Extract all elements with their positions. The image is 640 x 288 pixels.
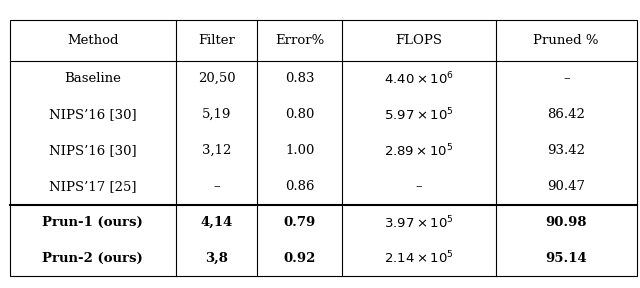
Text: 0.92: 0.92	[284, 252, 316, 265]
Text: Filter: Filter	[198, 34, 235, 47]
Text: 95.14: 95.14	[545, 252, 587, 265]
Text: 1.00: 1.00	[285, 144, 314, 157]
Text: 4,14: 4,14	[200, 216, 233, 229]
Text: 86.42: 86.42	[547, 108, 585, 121]
Text: 0.79: 0.79	[284, 216, 316, 229]
Text: Prun-2 (ours): Prun-2 (ours)	[42, 252, 143, 265]
Text: $2.89 \times 10^{5}$: $2.89 \times 10^{5}$	[384, 142, 454, 159]
Text: $2.14 \times 10^{5}$: $2.14 \times 10^{5}$	[384, 250, 454, 267]
Text: 0.80: 0.80	[285, 108, 314, 121]
Text: NIPS’16 [30]: NIPS’16 [30]	[49, 144, 136, 157]
Text: 93.42: 93.42	[547, 144, 585, 157]
Text: –: –	[563, 72, 570, 85]
Text: 20,50: 20,50	[198, 72, 236, 85]
Text: –: –	[415, 180, 422, 193]
Text: 0.83: 0.83	[285, 72, 314, 85]
Text: FLOPS: FLOPS	[396, 34, 442, 47]
Text: 0.86: 0.86	[285, 180, 314, 193]
Text: –: –	[213, 180, 220, 193]
Text: $4.40 \times 10^{6}$: $4.40 \times 10^{6}$	[384, 70, 454, 87]
Text: Prun-1 (ours): Prun-1 (ours)	[42, 216, 143, 229]
Text: $3.97 \times 10^{5}$: $3.97 \times 10^{5}$	[384, 214, 454, 231]
Text: Error%: Error%	[275, 34, 324, 47]
Text: $5.97 \times 10^{5}$: $5.97 \times 10^{5}$	[384, 106, 454, 123]
Text: NIPS’17 [25]: NIPS’17 [25]	[49, 180, 136, 193]
Text: Baseline: Baseline	[64, 72, 121, 85]
Text: 90.98: 90.98	[545, 216, 587, 229]
Text: 3,8: 3,8	[205, 252, 228, 265]
Text: 5,19: 5,19	[202, 108, 231, 121]
Text: 90.47: 90.47	[547, 180, 585, 193]
Text: NIPS’16 [30]: NIPS’16 [30]	[49, 108, 136, 121]
Text: Pruned %: Pruned %	[534, 34, 599, 47]
Text: 3,12: 3,12	[202, 144, 231, 157]
Text: Method: Method	[67, 34, 118, 47]
Bar	[10, 20, 637, 276]
